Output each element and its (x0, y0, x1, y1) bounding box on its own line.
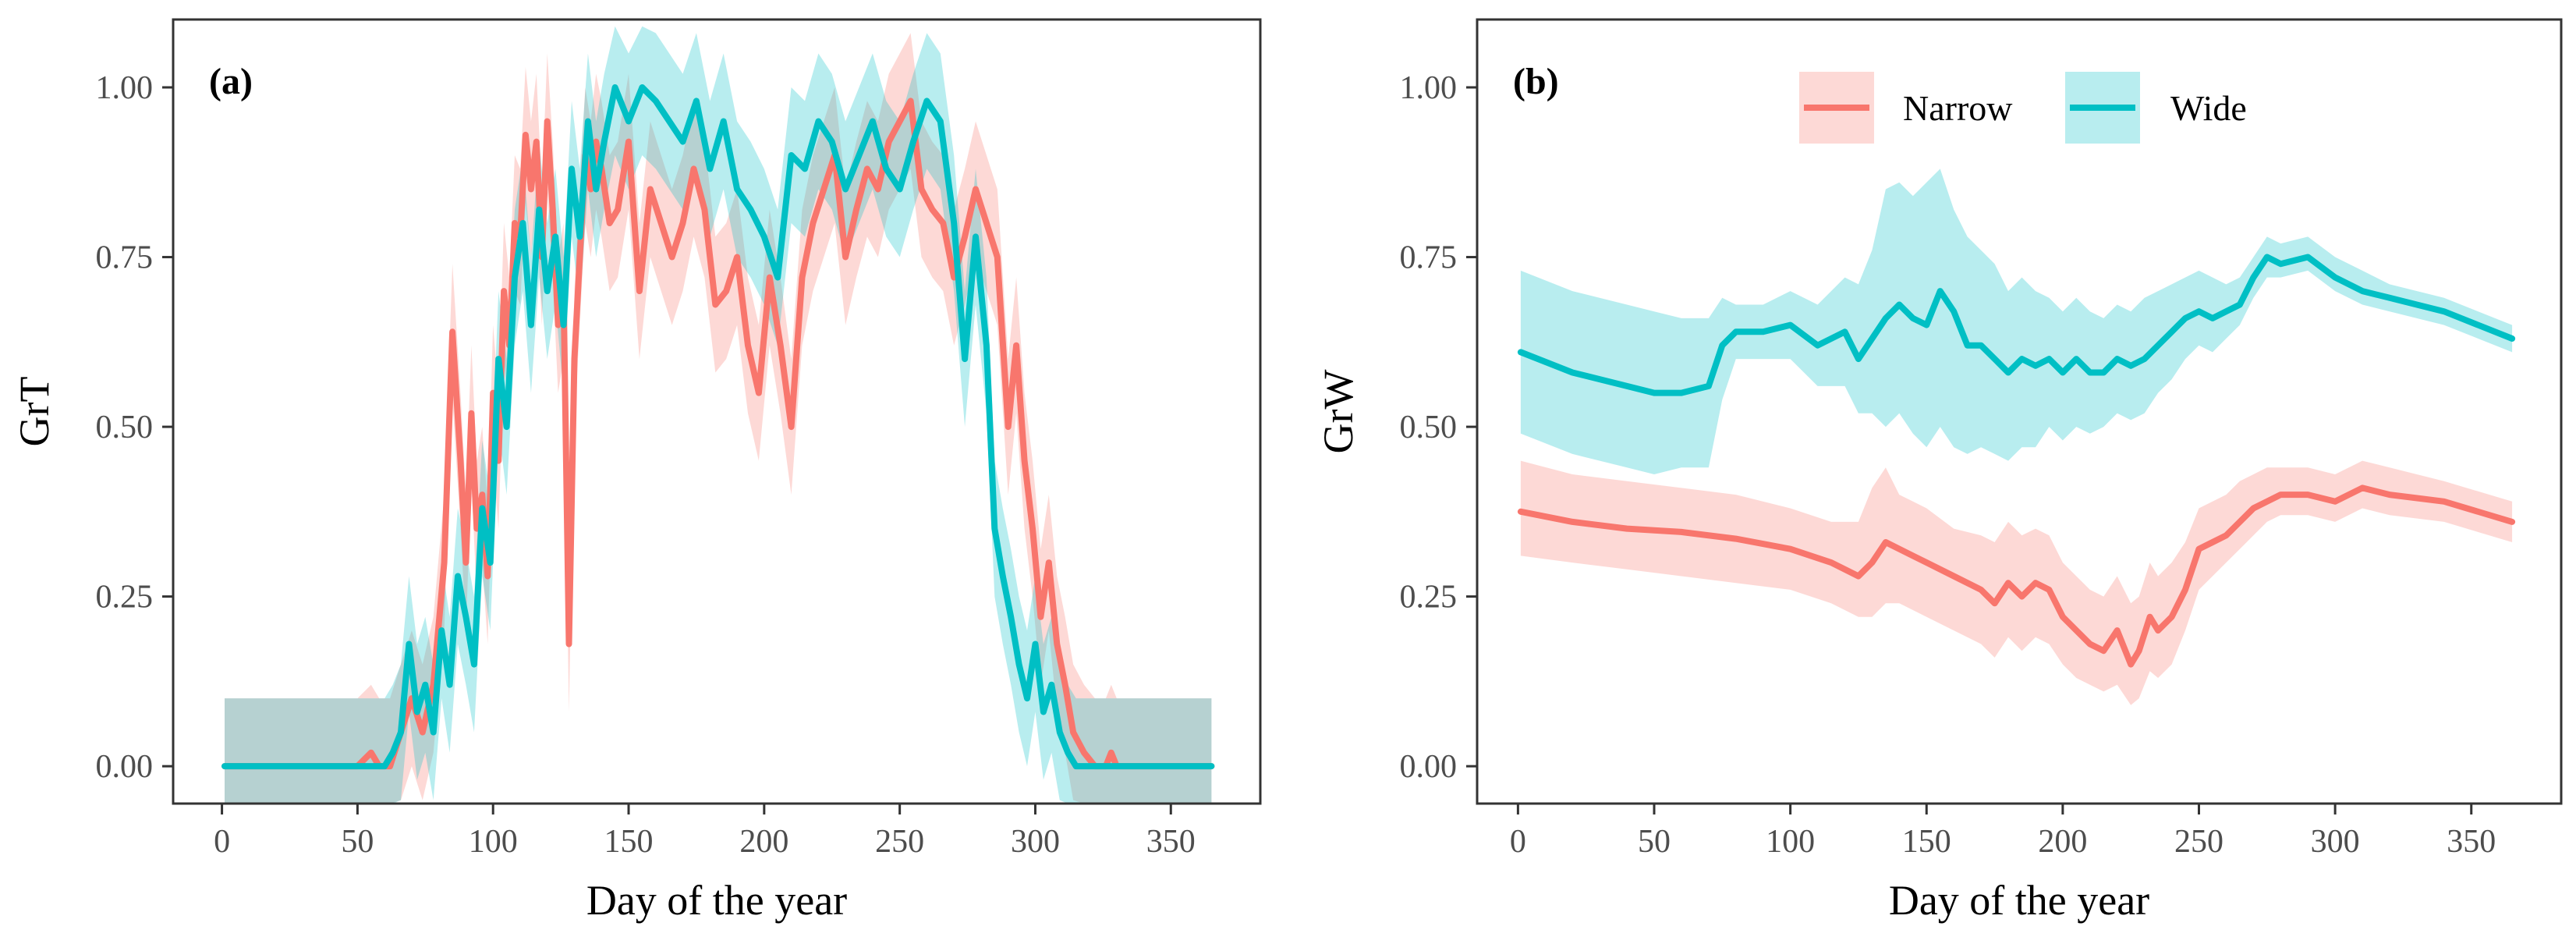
panel-a-x-tick-label: 300 (1011, 824, 1060, 860)
panel-a-wide-band (225, 26, 1212, 804)
panel-b-y-axis-title: GrW (1315, 369, 1362, 453)
panel-b-lines (1517, 254, 2516, 668)
panel-b-x-tick-label: 200 (2038, 824, 2087, 860)
panel-a-y-tick-label: 0.00 (96, 749, 154, 785)
panel-b-bands (1520, 169, 2513, 705)
panel-b-x-tick-label: 50 (1638, 824, 1671, 860)
panel-a-x-tick-label: 0 (214, 824, 230, 860)
panel-b-x-axis-title: Day of the year (1889, 877, 2149, 924)
panel-a-lines (221, 84, 1215, 770)
panel-b-narrow-band (1520, 460, 2513, 705)
panel-b-wide-band (1520, 169, 2513, 474)
legend: Narrow Wide (1799, 72, 2247, 144)
panel-b-x-tick-label: 250 (2174, 824, 2223, 860)
panel-b-narrow-line (1517, 484, 2516, 668)
panel-b-x-tick-label: 0 (1510, 824, 1526, 860)
panel-a-x-tick-label: 350 (1146, 824, 1196, 860)
panel-a-x-tick-label: 200 (739, 824, 788, 860)
panel-b-ticks: 0 50 100 150 200 250 300 350 0.00 0.25 0.50 0.75 1.0… (1400, 70, 2496, 860)
panel-a-x-tick-label: 100 (469, 824, 518, 860)
panel-a-x-axis-title: Day of the year (586, 877, 847, 924)
panel-b-y-tick-label: 0.00 (1400, 749, 1458, 785)
panel-b-y-tick-label: 0.50 (1400, 410, 1458, 445)
panel-a-x-tick-label: 250 (875, 824, 924, 860)
panel-a-x-tick-label: 150 (604, 824, 654, 860)
panel-b-y-tick-label: 0.25 (1400, 580, 1458, 616)
panel-a-label: (a) (209, 61, 253, 102)
panel-b-label: (b) (1513, 61, 1559, 102)
panel-b-y-tick-label: 0.75 (1400, 240, 1458, 276)
panel-a-y-axis-title: GrT (11, 377, 58, 447)
panel-a-y-tick-label: 0.25 (96, 580, 154, 616)
panel-b-y-tick-label: 1.00 (1400, 70, 1458, 106)
panel-b-x-tick-label: 100 (1766, 824, 1815, 860)
panel-b-wide-line (1517, 254, 2516, 396)
panel-a-ticks: 0 50 100 150 200 250 300 350 0.00 0.25 0.50 0.75 1.0… (96, 70, 1196, 860)
panel-b-x-tick-label: 300 (2311, 824, 2360, 860)
panel-a-y-tick-label: 0.75 (96, 240, 154, 276)
panel-b-frame (1476, 18, 2563, 805)
panel-a-y-tick-label: 0.50 (96, 410, 154, 445)
panel-b-x-tick-label: 350 (2447, 824, 2496, 860)
panel-a-x-tick-label: 50 (341, 824, 374, 860)
panel-a-frame (172, 18, 1262, 805)
panel-a-wide-line (221, 84, 1215, 770)
panel-a-narrow-line (221, 98, 1215, 770)
panel-a-y-tick-label: 1.00 (96, 70, 154, 106)
legend-label-wide: Wide (2170, 88, 2247, 128)
legend-label-narrow: Narrow (1903, 88, 2013, 128)
panel-a: 0 50 100 150 200 250 300 350 0.00 0.25 0.50 0.75 1.0… (11, 18, 1262, 924)
panel-b-x-tick-label: 150 (1902, 824, 1951, 860)
panel-b: 0 50 100 150 200 250 300 350 0.00 0.25 0.50 0.75 1.0… (1315, 18, 2563, 924)
